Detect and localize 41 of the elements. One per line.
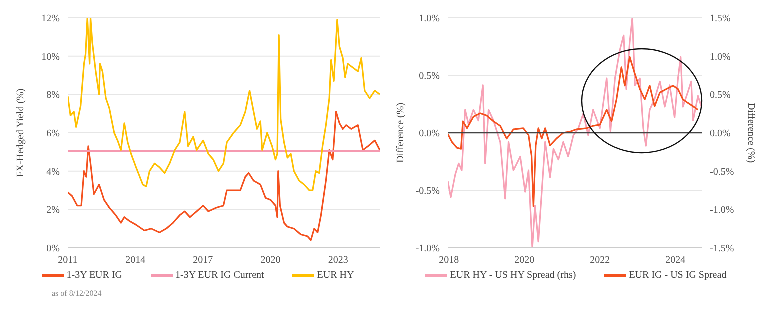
y-tick-label: -1.0% (416, 244, 440, 255)
x-tick-label: 2020 (514, 255, 535, 266)
line-series (448, 56, 700, 208)
line-series (68, 111, 380, 242)
legend-label: EUR IG - US IG Spread (629, 270, 727, 281)
y-axis-title: Difference (%) (396, 102, 407, 164)
legend-label: EUR HY - US HY Spread (rhs) (450, 270, 576, 281)
y-tick-label: 0% (46, 244, 60, 255)
y-tick-label: 4% (46, 166, 60, 178)
y-tick-label: 8% (46, 90, 60, 102)
y-tick-label: 6% (46, 128, 60, 140)
y2-tick-label: -1.5% (710, 244, 734, 255)
y-tick-label: 10% (42, 52, 60, 63)
y-tick-label: 0.5% (419, 71, 440, 82)
x-tick-label: 2023 (328, 255, 348, 266)
y2-tick-label: 0.0% (710, 128, 731, 140)
y2-tick-label: 1.0% (710, 52, 731, 63)
y-tick-label: 2% (46, 205, 60, 216)
legend-label: 1-3Y EUR IG (66, 270, 122, 281)
y2-tick-label: 0.5% (710, 90, 731, 102)
x-tick-label: 2011 (58, 255, 78, 266)
y2-tick-label: -0.5% (710, 166, 734, 178)
x-tick-label: 2024 (666, 255, 686, 266)
x-tick-label: 2017 (193, 255, 214, 266)
y2-tick-label: -1.0% (710, 205, 734, 216)
y-tick-label: 12% (42, 14, 60, 25)
legend-label: 1-3Y EUR IG Current (176, 270, 264, 281)
y2-axis-title: Difference (%) (745, 102, 756, 164)
y2-tick-label: 1.5% (710, 14, 731, 25)
y-tick-label: -0.5% (416, 186, 440, 198)
x-tick-label: 2020 (260, 255, 281, 266)
legend-label: EUR HY (317, 270, 354, 281)
y-tick-label: 0.0% (419, 128, 440, 140)
x-tick-label: 2022 (590, 255, 610, 266)
y-tick-label: 1.0% (419, 14, 440, 25)
x-tick-label: 2014 (126, 255, 146, 266)
text: as of 8/12/2024 (51, 289, 103, 298)
y-axis-title: FX-Hedged Yield (%) (16, 88, 27, 178)
line-series (448, 18, 702, 248)
line-series (68, 18, 380, 192)
x-tick-label: 2018 (439, 255, 460, 266)
